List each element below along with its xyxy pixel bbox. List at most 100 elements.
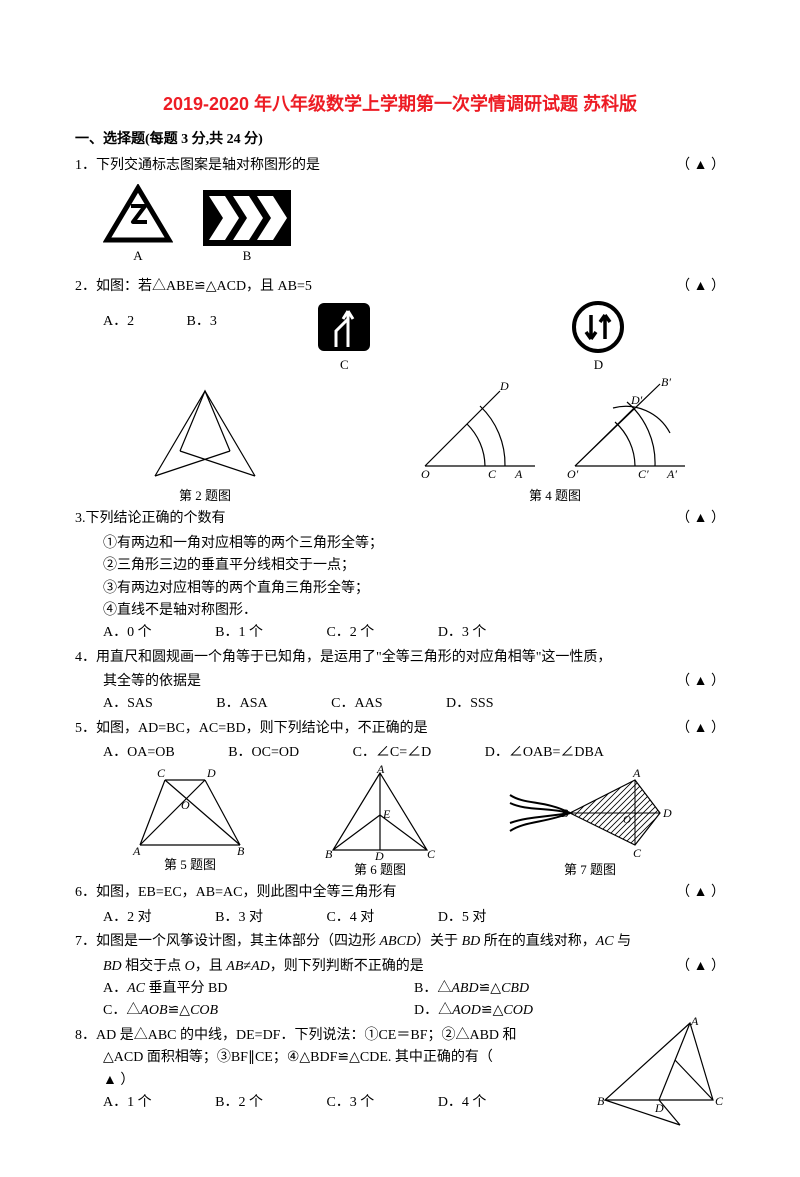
q2-opt-a: A．2 (103, 311, 183, 333)
q5-q6-q7-figures: A B C D O 第 5 题图 A B C D E 第 6 题图 (75, 765, 725, 881)
q8: A B C D E 8．AD 是△ABC 的中线，DE=DF．下列说法：①CE＝… (75, 1025, 725, 1135)
svg-text:E: E (382, 807, 391, 821)
q5-figure: A B C D O 第 5 题图 (125, 765, 255, 881)
q6-opt-b: B．3 对 (215, 907, 263, 929)
two-way-sign-icon (569, 301, 627, 355)
q4-opt-b: B．ASA (216, 693, 267, 715)
q7-stem-p1: 7．如图是一个风筝设计图，其主体部分（四边形 (75, 934, 380, 949)
svg-text:C: C (157, 766, 166, 780)
q5-fig-label: 第 5 题图 (164, 855, 216, 876)
q6-stem: 6．如图，EB=EC，AB=AC，则此图中全等三角形有 (75, 885, 396, 900)
sign-b-label: B (243, 246, 252, 267)
q6-fig-label: 第 6 题图 (354, 860, 406, 881)
q2-q4-figures: 第 2 题图 O C A D (75, 376, 725, 507)
q4-blank: （ ▲ ） (676, 671, 725, 693)
svg-text:A: A (514, 467, 523, 481)
q6: 6．如图，EB=EC，AB=AC，则此图中全等三角形有 （ ▲ ） (75, 882, 725, 904)
q3-s4: ④直线不是轴对称图形． (75, 600, 725, 622)
q7-blank: （ ▲ ） (676, 956, 725, 978)
svg-text:D: D (374, 849, 384, 860)
q2: 2．如图：若△ABE≌△ACD，且 AB=5 （ ▲ ） (75, 276, 725, 298)
q1-options: A B (75, 184, 725, 267)
q3-opt-b: B．1 个 (215, 622, 263, 644)
svg-text:O: O (181, 798, 190, 812)
q5-blank: （ ▲ ） (676, 718, 725, 740)
q8-opt-a: A．1 个 (103, 1092, 152, 1114)
svg-text:O′: O′ (567, 467, 579, 481)
q8-opt-d: D．4 个 (438, 1092, 487, 1114)
sign-a: A (103, 184, 173, 267)
q1: 1．下列交通标志图案是轴对称图形的是 （ ▲ ） (75, 155, 725, 177)
q3-s1: ①有两边和一角对应相等的两个三角形全等； (75, 533, 725, 555)
sign-d: D (569, 301, 627, 376)
q6-figure: A B C D E 第 6 题图 (315, 765, 445, 881)
svg-text:C: C (715, 1094, 724, 1108)
svg-text:A: A (376, 765, 385, 776)
q3-s3: ③有两边对应相等的两个直角三角形全等； (75, 578, 725, 600)
q2-fig-label: 第 2 题图 (179, 486, 231, 507)
q8-opt-c: C．3 个 (326, 1092, 374, 1114)
q8-opt-b: B．2 个 (215, 1092, 263, 1114)
q4-stem: 4．用直尺和圆规画一个角等于已知角，是运用了"全等三角形的对应角相等"这一性质， (75, 650, 611, 665)
svg-text:B: B (561, 806, 569, 820)
q4-fig-label: 第 4 题图 (529, 486, 581, 507)
svg-text:A: A (690, 1015, 699, 1028)
q5-opt-b: B．OC=OD (228, 742, 299, 764)
q3-opt-d: D．3 个 (438, 622, 487, 644)
q4-figure: O C A D O′ C′ A′ B′ D′ (415, 376, 695, 507)
sign-d-label: D (594, 355, 603, 376)
page-title: 2019-2020 年八年级数学上学期第一次学情调研试题 苏科版 (75, 90, 725, 119)
q4: 4．用直尺和圆规画一个角等于已知角，是运用了"全等三角形的对应角相等"这一性质， (75, 647, 725, 669)
q3-stem: 3.下列结论正确的个数有 (75, 511, 226, 526)
q2-figure: 第 2 题图 (135, 376, 275, 507)
svg-text:O: O (421, 467, 430, 481)
q3-blank: （ ▲ ） (676, 508, 725, 530)
svg-text:C: C (633, 846, 642, 860)
q5-opt-d: D．∠OAB=∠DBA (485, 742, 604, 764)
q2-blank: （ ▲ ） (676, 276, 725, 298)
svg-text:C: C (427, 847, 436, 860)
q4-stem2: 其全等的依据是 (103, 674, 201, 689)
svg-text:O: O (623, 814, 631, 826)
merge-sign-icon (314, 301, 374, 355)
q6-blank: （ ▲ ） (676, 882, 725, 904)
svg-text:B: B (325, 847, 333, 860)
sign-b: B (203, 190, 291, 267)
triangle-z-icon (103, 184, 173, 246)
q1-blank: （ ▲ ） (676, 155, 725, 177)
q3-s2: ②三角形三边的垂直平分线相交于一点； (75, 555, 725, 577)
svg-text:D: D (662, 806, 672, 820)
q3: 3.下列结论正确的个数有 （ ▲ ） (75, 508, 725, 530)
svg-text:D: D (654, 1101, 664, 1115)
svg-text:B: B (237, 844, 245, 855)
q6-opt-a: A．2 对 (103, 907, 152, 929)
q5: 5．如图，AD=BC，AC=BD，则下列结论中，不正确的是 （ ▲ ） (75, 718, 725, 740)
sign-c: C (314, 301, 374, 376)
svg-text:A: A (132, 844, 141, 855)
q5-opt-c: C．∠C=∠D (353, 742, 432, 764)
q1-stem: 1．下列交通标志图案是轴对称图形的是 (75, 158, 320, 173)
q2-opt-b: B．3 (187, 314, 217, 329)
section-heading: 一、选择题(每题 3 分,共 24 分) (75, 129, 725, 151)
svg-text:B: B (597, 1094, 605, 1108)
svg-text:A: A (632, 766, 641, 780)
svg-text:C′: C′ (638, 467, 649, 481)
q7: 7．如图是一个风筝设计图，其主体部分（四边形 ABCD）关于 BD 所在的直线对… (75, 931, 725, 953)
sign-c-label: C (340, 355, 349, 376)
q5-stem: 5．如图，AD=BC，AC=BD，则下列结论中，不正确的是 (75, 721, 428, 736)
q7-figure: A B C D O 第 7 题图 (505, 765, 675, 881)
q4-opt-d: D．SSS (446, 693, 493, 715)
q6-opt-c: C．4 对 (326, 907, 374, 929)
q2-stem: 2．如图：若△ABE≌△ACD，且 AB=5 (75, 276, 312, 298)
svg-text:D: D (206, 766, 216, 780)
q4-opt-a: A．SAS (103, 693, 153, 715)
q7-fig-label: 第 7 题图 (564, 860, 616, 881)
q3-opt-c: C．2 个 (326, 622, 374, 644)
svg-text:B′: B′ (661, 376, 671, 389)
q4-opt-c: C．AAS (331, 693, 382, 715)
q5-opt-a: A．OA=OB (103, 742, 175, 764)
sign-a-label: A (133, 246, 142, 267)
svg-text:D′: D′ (630, 393, 643, 407)
q3-opt-a: A．0 个 (103, 622, 152, 644)
svg-text:A′: A′ (666, 467, 677, 481)
